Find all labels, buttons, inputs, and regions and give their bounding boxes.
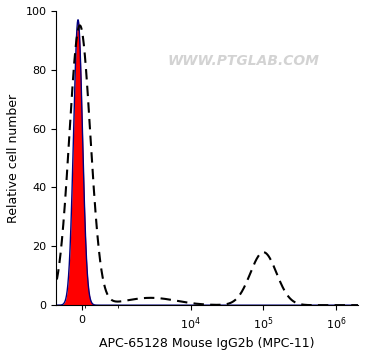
Text: WWW.PTGLAB.COM: WWW.PTGLAB.COM [168, 54, 319, 68]
Y-axis label: Relative cell number: Relative cell number [7, 94, 20, 223]
X-axis label: APC-65128 Mouse IgG2b (MPC-11): APC-65128 Mouse IgG2b (MPC-11) [99, 337, 315, 350]
